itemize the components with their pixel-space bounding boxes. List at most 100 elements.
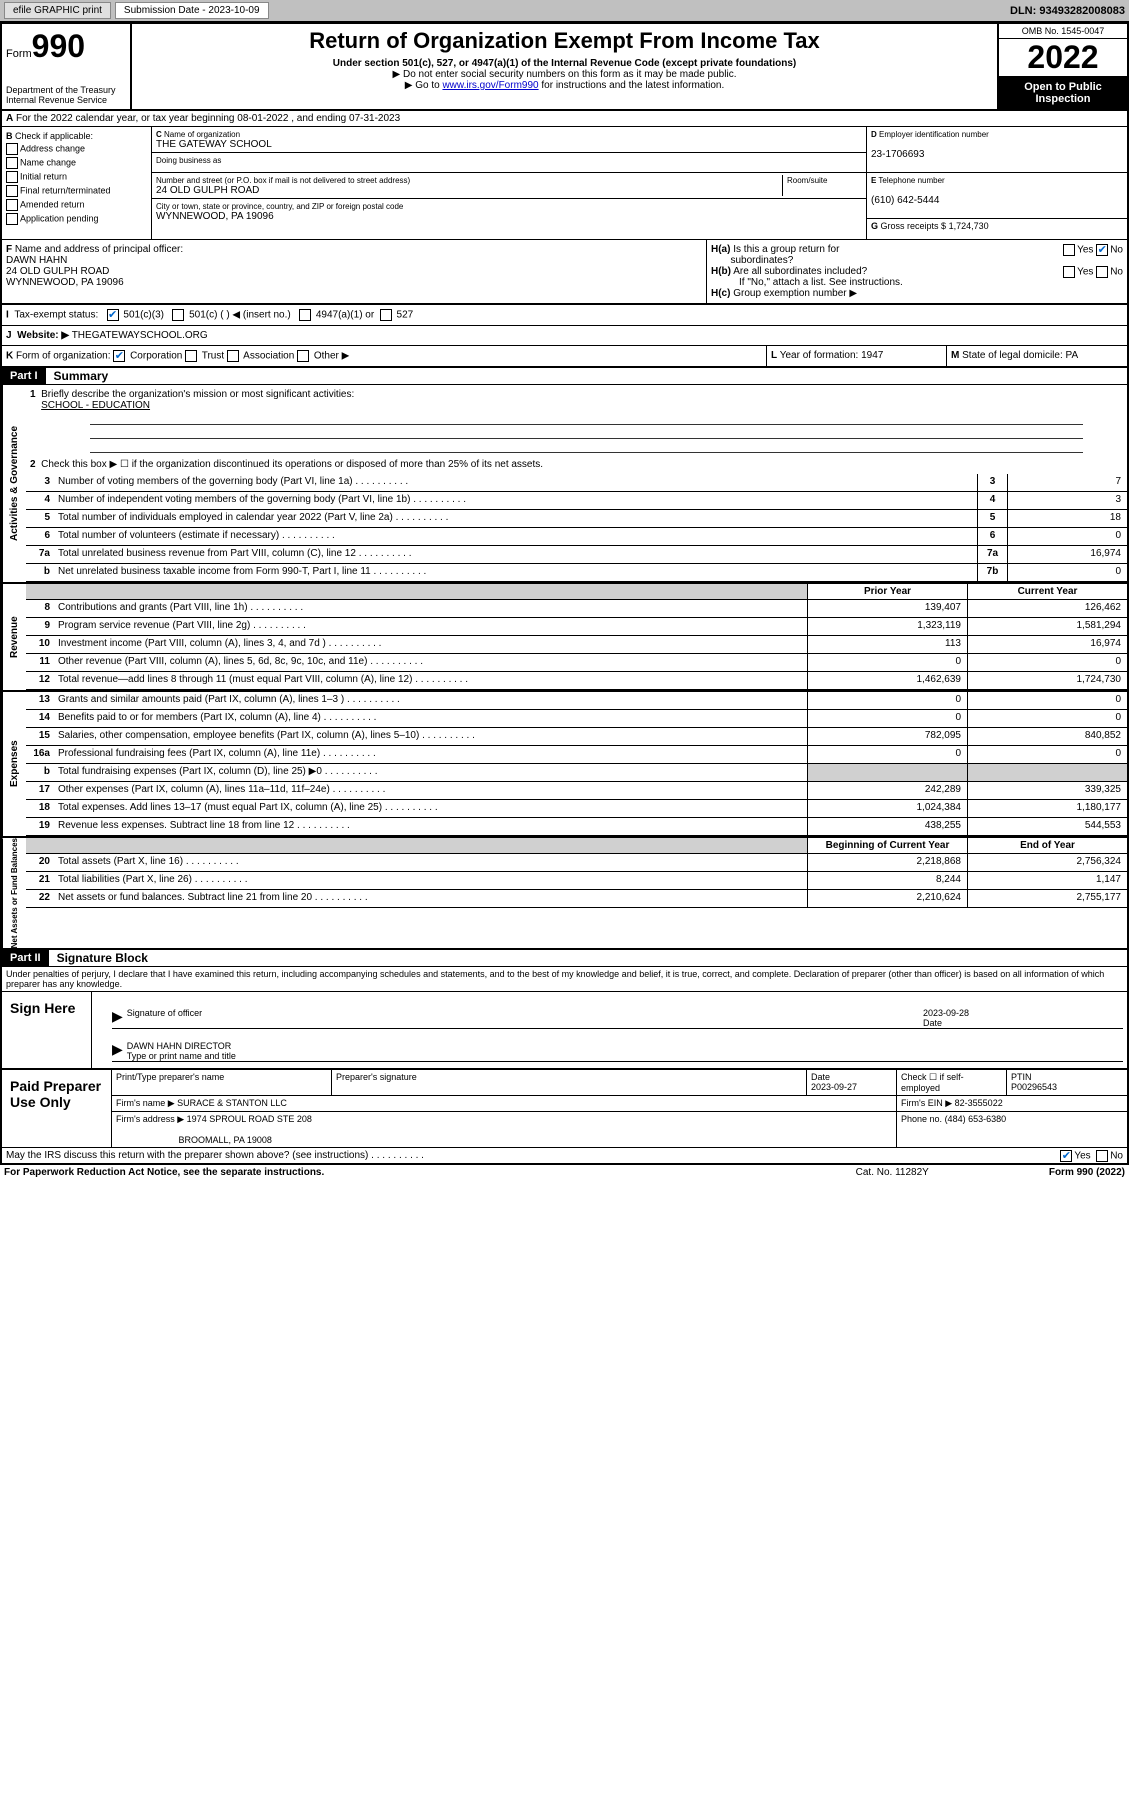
ein-value: 23-1706693 xyxy=(871,149,924,160)
gross-receipts-label: Gross receipts $ xyxy=(881,221,947,231)
other-checkbox[interactable] xyxy=(297,350,309,362)
firm-phone-label: Phone no. xyxy=(901,1114,942,1124)
row-f-h: F Name and address of principal officer:… xyxy=(2,240,1127,304)
address-change-label: Address change xyxy=(20,143,85,153)
column-c: C Name of organizationTHE GATEWAY SCHOOL… xyxy=(152,127,867,239)
prep-date: 2023-09-27 xyxy=(811,1082,857,1092)
blank-line xyxy=(90,441,1083,453)
trust-checkbox[interactable] xyxy=(185,350,197,362)
paperwork-notice: For Paperwork Reduction Act Notice, see … xyxy=(4,1167,856,1178)
sig-officer-label: Signature of officer xyxy=(127,1008,923,1028)
hb-note: If "No," attach a list. See instructions… xyxy=(711,277,1123,288)
ptin-label: PTIN xyxy=(1011,1072,1032,1082)
hb-no-checkbox[interactable] xyxy=(1096,266,1108,278)
summary-line: 18Total expenses. Add lines 13–17 (must … xyxy=(26,800,1127,818)
part1-title: Summary xyxy=(46,369,109,383)
prep-sig-label: Preparer's signature xyxy=(336,1072,417,1082)
org-name-label: Name of organization xyxy=(164,130,240,139)
prep-date-label: Date xyxy=(811,1072,830,1082)
firm-addr2: BROOMALL, PA 19008 xyxy=(179,1135,272,1145)
summary-line: 17Other expenses (Part IX, column (A), l… xyxy=(26,782,1127,800)
summary-line: 5Total number of individuals employed in… xyxy=(26,510,1127,528)
form-word: Form xyxy=(6,48,32,60)
rev-section: Revenue Prior YearCurrent Year 8Contribu… xyxy=(2,584,1127,692)
initial-return-checkbox[interactable] xyxy=(6,171,18,183)
501c-label: 501(c) ( ) ◀ (insert no.) xyxy=(189,310,291,321)
discuss-no-checkbox[interactable] xyxy=(1096,1150,1108,1162)
part1-header: Part I xyxy=(2,368,46,384)
summary-line: 4Number of independent voting members of… xyxy=(26,492,1127,510)
ha-label: Is this a group return for xyxy=(733,244,839,255)
officer-addr1: 24 OLD GULPH ROAD xyxy=(6,266,109,277)
form-subtitle: Under section 501(c), 527, or 4947(a)(1)… xyxy=(136,58,993,69)
sign-here-row: Sign Here Signature of officer2023-09-28… xyxy=(2,991,1127,1069)
state-domicile: PA xyxy=(1066,350,1079,361)
summary-line: 9Program service revenue (Part VIII, lin… xyxy=(26,618,1127,636)
omb-number: OMB No. 1545-0047 xyxy=(999,24,1127,39)
application-pending-checkbox[interactable] xyxy=(6,213,18,225)
prior-year-header: Prior Year xyxy=(807,584,967,599)
summary-line: bNet unrelated business taxable income f… xyxy=(26,564,1127,582)
gov-vert-label: Activities & Governance xyxy=(2,385,26,582)
527-label: 527 xyxy=(397,310,414,321)
discuss-yes-checkbox[interactable] xyxy=(1060,1150,1072,1162)
summary-line: 3Number of voting members of the governi… xyxy=(26,474,1127,492)
part1-header-row: Part I Summary xyxy=(2,368,1127,385)
summary-line: 13Grants and similar amounts paid (Part … xyxy=(26,692,1127,710)
application-pending-label: Application pending xyxy=(20,213,99,223)
prep-name-label: Print/Type preparer's name xyxy=(116,1072,224,1082)
form-990-footer: Form 990 (2022) xyxy=(1049,1167,1125,1178)
summary-line: 7aTotal unrelated business revenue from … xyxy=(26,546,1127,564)
hb-yes-checkbox[interactable] xyxy=(1063,266,1075,278)
public-inspection: Open to Public Inspection xyxy=(999,77,1127,109)
instr2-post: for instructions and the latest informat… xyxy=(539,80,725,91)
discuss-text: May the IRS discuss this return with the… xyxy=(6,1150,368,1161)
corporation-checkbox[interactable] xyxy=(113,350,125,362)
summary-line: 10Investment income (Part VIII, column (… xyxy=(26,636,1127,654)
footer-row: For Paperwork Reduction Act Notice, see … xyxy=(0,1165,1129,1180)
527-checkbox[interactable] xyxy=(380,309,392,321)
ein-label: Employer identification number xyxy=(879,130,989,139)
summary-line: 21Total liabilities (Part X, line 26) 8,… xyxy=(26,872,1127,890)
amended-return-checkbox[interactable] xyxy=(6,199,18,211)
final-return-checkbox[interactable] xyxy=(6,185,18,197)
submission-date: Submission Date - 2023-10-09 xyxy=(115,2,269,19)
main-info-block: B Check if applicable: Address change Na… xyxy=(2,127,1127,240)
tax-year-range: For the 2022 calendar year, or tax year … xyxy=(16,113,400,124)
section-a: A For the 2022 calendar year, or tax yea… xyxy=(2,111,1127,127)
column-b: B Check if applicable: Address change Na… xyxy=(2,127,152,239)
address-change-checkbox[interactable] xyxy=(6,143,18,155)
form-header: Form990 Department of the Treasury Inter… xyxy=(2,24,1127,111)
instr2-pre: ▶ Go to xyxy=(405,80,443,91)
net-vert-label: Net Assets or Fund Balances xyxy=(2,838,26,948)
tax-year: 2022 xyxy=(999,39,1127,77)
self-employed-check: Check ☐ if self-employed xyxy=(901,1072,964,1093)
corporation-label: Corporation xyxy=(130,351,182,362)
ha-no-checkbox[interactable] xyxy=(1096,244,1108,256)
efile-print-button[interactable]: efile GRAPHIC print xyxy=(4,2,111,19)
association-checkbox[interactable] xyxy=(227,350,239,362)
form-title: Return of Organization Exempt From Incom… xyxy=(136,28,993,54)
irs-link[interactable]: www.irs.gov/Form990 xyxy=(442,80,538,91)
instruction-1: ▶ Do not enter social security numbers o… xyxy=(136,69,993,80)
exp-section: Expenses 13Grants and similar amounts pa… xyxy=(2,692,1127,838)
end-year-header: End of Year xyxy=(967,838,1127,853)
4947-checkbox[interactable] xyxy=(299,309,311,321)
ha-yes-checkbox[interactable] xyxy=(1063,244,1075,256)
form-number: 990 xyxy=(32,28,85,64)
city-label: City or town, state or province, country… xyxy=(156,202,403,211)
501c-checkbox[interactable] xyxy=(172,309,184,321)
part2-header-row: Part II Signature Block xyxy=(2,950,1127,967)
website-label: Website: ▶ xyxy=(17,330,69,341)
501c3-checkbox[interactable] xyxy=(107,309,119,321)
name-change-checkbox[interactable] xyxy=(6,157,18,169)
summary-line: 11Other revenue (Part VIII, column (A), … xyxy=(26,654,1127,672)
summary-line: 22Net assets or fund balances. Subtract … xyxy=(26,890,1127,908)
summary-line: 6Total number of volunteers (estimate if… xyxy=(26,528,1127,546)
firm-phone: (484) 653-6380 xyxy=(945,1114,1007,1124)
form-org-label: Form of organization: xyxy=(16,351,111,362)
phone-value: (610) 642-5444 xyxy=(871,195,939,206)
addr-label: Number and street (or P.O. box if mail i… xyxy=(156,176,410,185)
firm-name-label: Firm's name ▶ xyxy=(116,1098,175,1108)
top-bar: efile GRAPHIC print Submission Date - 20… xyxy=(0,0,1129,22)
